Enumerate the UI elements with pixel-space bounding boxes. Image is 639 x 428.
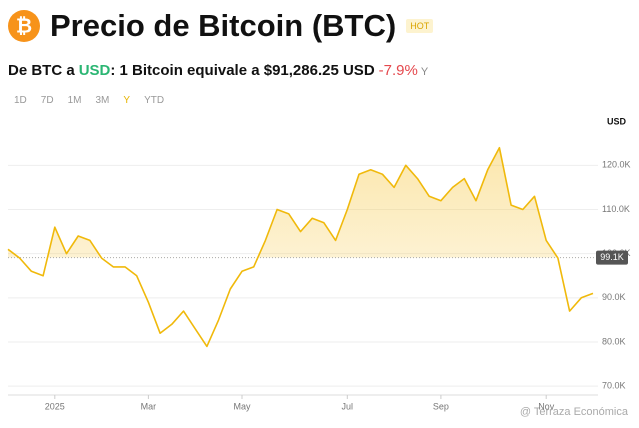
range-button[interactable]: 3M	[95, 95, 110, 106]
range-button[interactable]: 7D	[40, 95, 54, 106]
y-tick-label: 110.0K	[602, 204, 630, 214]
period: Y	[420, 66, 429, 78]
badge: HOT	[406, 19, 434, 33]
range-button[interactable]: Y	[123, 95, 131, 106]
svg-text:₿: ₿	[16, 15, 32, 37]
y-tick-label: 70.0K	[602, 381, 626, 391]
x-tick-label: 2025	[45, 401, 65, 411]
price-line	[7, 146, 594, 348]
reference-label-bg	[596, 250, 628, 265]
range-button[interactable]: YTD	[144, 95, 165, 106]
x-tick-label: Jul	[342, 401, 354, 411]
y-tick-label: 90.0K	[602, 292, 626, 302]
x-tick-label: May	[233, 401, 251, 411]
title: Precio de Bitcoin (BTC)	[50, 8, 397, 43]
subtitle-text: : 1 Bitcoin equivale a $91,286.25 USD	[110, 62, 375, 79]
x-tick-label: Nov	[538, 401, 555, 411]
watermark: @ Terraza Económica	[520, 406, 629, 418]
range-button[interactable]: 1D	[14, 95, 27, 106]
header: ₿ Precio de Bitcoin (BTC) HOT	[8, 8, 434, 44]
chart: USD @ Terraza Económica 70.0K 80.0K 90.0K 1…	[7, 116, 631, 418]
bitcoin-icon: ₿	[8, 10, 40, 42]
reference-label: 99.1K	[600, 252, 624, 262]
currency-link[interactable]: USD	[78, 62, 111, 79]
area	[8, 147, 558, 258]
subtitle: De BTC a USD: 1 Bitcoin equivale a $91,28…	[8, 62, 428, 79]
y-tick-label: 80.0K	[602, 336, 626, 346]
y-tick-label: 120.0K	[602, 160, 631, 170]
x-tick-label: Mar	[141, 401, 157, 411]
change: -7.9%	[378, 62, 418, 79]
x-tick-label: Sep	[433, 401, 449, 411]
y-axis-label: USD	[607, 116, 627, 126]
range-button[interactable]: 1M	[67, 95, 82, 106]
subtitle-text: De BTC a	[8, 62, 75, 79]
range-buttons: 1D 7D 1M 3M Y YTD	[14, 95, 164, 106]
